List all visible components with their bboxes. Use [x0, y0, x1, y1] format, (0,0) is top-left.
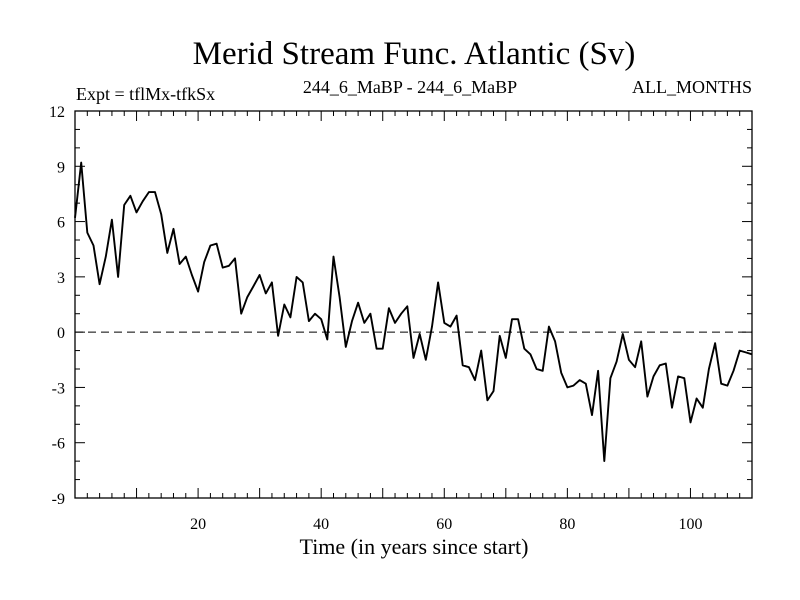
- x-tick-label: 60: [436, 516, 452, 533]
- chart-subtitle-right: ALL_MONTHS: [632, 77, 752, 97]
- chart-subtitle-left: Expt = tflMx-tfkSx: [76, 84, 215, 104]
- x-tick-label: 20: [190, 516, 206, 533]
- y-tick-label: -9: [52, 491, 65, 508]
- y-tick-label: 3: [57, 270, 65, 287]
- x-tick-label: 100: [678, 516, 702, 533]
- y-tick-label: 9: [57, 159, 65, 176]
- y-tick-label: -3: [52, 380, 65, 397]
- chart-subtitle-center: 244_6_MaBP - 244_6_MaBP: [303, 77, 517, 97]
- x-tick-label: 40: [313, 516, 329, 533]
- plot-frame: [74, 110, 753, 499]
- y-tick-label: 6: [57, 215, 65, 232]
- chart-title: Merid Stream Func. Atlantic (Sv): [193, 36, 636, 72]
- x-axis-label: Time (in years since start): [300, 534, 529, 559]
- series-line: [74, 161, 753, 463]
- y-tick-label: 0: [57, 325, 65, 342]
- y-tick-label: -6: [52, 436, 65, 453]
- x-tick-label: 80: [559, 516, 575, 533]
- y-tick-label: 12: [49, 104, 65, 121]
